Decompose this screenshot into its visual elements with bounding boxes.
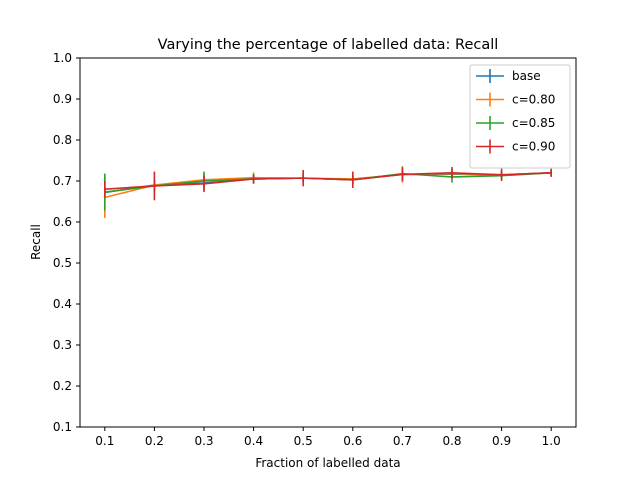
y-tick-label: 0.2: [53, 379, 72, 393]
series-c=0.90: [104, 167, 553, 201]
legend: base c=0.80 c=0.85 c=0.90: [469, 64, 571, 169]
legend-box: [469, 64, 571, 169]
y-tick-label: 0.8: [53, 133, 72, 147]
chart-title: Varying the percentage of labelled data:…: [158, 37, 499, 53]
x-tick-label: 0.2: [145, 434, 164, 448]
x-axis: 0.1 0.2 0.3 0.4 0.5 0.6 0.7 0.8 0.9 1.0: [95, 427, 561, 448]
plot-frame: [79, 57, 577, 428]
legend-label: c=0.85: [512, 116, 555, 130]
legend-entry: c=0.85: [476, 116, 555, 130]
legend-entry: c=0.90: [476, 139, 555, 154]
y-tick-label: 0.3: [53, 338, 72, 352]
legend-entry: c=0.80: [476, 92, 555, 107]
series-c=0.85: [104, 166, 553, 211]
x-tick-label: 0.1: [95, 434, 114, 448]
legend-label: c=0.80: [512, 93, 555, 107]
y-tick-label: 0.6: [53, 215, 72, 229]
x-tick-label: 1.0: [542, 434, 561, 448]
y-axis: 0.1 0.2 0.3 0.4 0.5 0.6 0.7 0.8 0.9 1.0: [53, 51, 80, 434]
y-tick-label: 0.4: [53, 297, 72, 311]
legend-entry: base: [476, 69, 541, 83]
y-tick-label: 1.0: [53, 51, 72, 65]
legend-label: base: [512, 69, 541, 83]
y-axis-label: Recall: [29, 224, 43, 260]
x-tick-label: 0.3: [194, 434, 213, 448]
x-tick-label: 0.4: [244, 434, 263, 448]
x-tick-label: 0.8: [442, 434, 461, 448]
x-tick-label: 0.7: [393, 434, 412, 448]
x-axis-label: Fraction of labelled data: [255, 456, 400, 470]
x-tick-label: 0.6: [343, 434, 362, 448]
x-tick-label: 0.9: [492, 434, 511, 448]
series-line: [104, 171, 552, 190]
legend-label: c=0.90: [512, 140, 555, 154]
y-tick-label: 0.1: [53, 420, 72, 434]
x-tick-label: 0.5: [294, 434, 313, 448]
y-tick-label: 0.7: [53, 174, 72, 188]
y-tick-label: 0.5: [53, 256, 72, 270]
series-layer: [104, 166, 553, 218]
y-tick-label: 0.9: [53, 92, 72, 106]
